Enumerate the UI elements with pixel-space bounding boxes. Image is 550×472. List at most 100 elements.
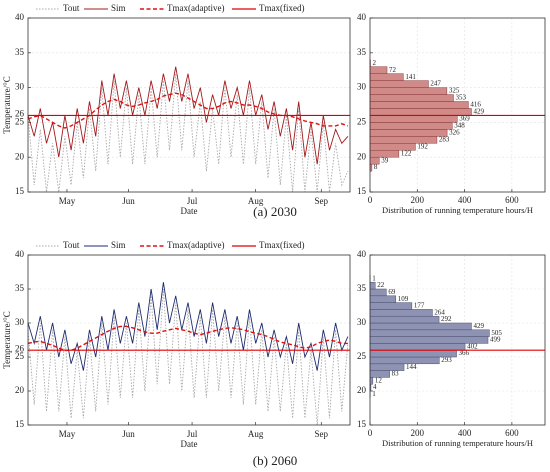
y-tick-label: 40 xyxy=(15,12,25,22)
bar-value-label: 144 xyxy=(406,363,417,371)
caption: (a) 2030 xyxy=(253,204,297,219)
x-tick-label: 600 xyxy=(505,195,519,205)
x-axis-label: Date xyxy=(181,439,198,449)
x-tick-label: Jul xyxy=(187,429,198,439)
plot-frame xyxy=(369,17,546,193)
bar-value-label: 293 xyxy=(441,356,452,364)
legend-label: Tmax(adaptive) xyxy=(167,240,224,250)
bar-value-label: 416 xyxy=(470,101,481,109)
reference-label: 26 xyxy=(15,343,25,353)
x-tick-label: Aug xyxy=(248,429,264,439)
bar-value-label: 122 xyxy=(401,149,412,157)
y-tick-label: 30 xyxy=(357,82,367,92)
bar-value-label: 2 xyxy=(372,59,376,67)
legend-label: Sim xyxy=(111,240,126,250)
legend-label: Tmax(fixed) xyxy=(259,3,304,13)
bar-value-label: 429 xyxy=(473,322,484,330)
plot-frame xyxy=(369,254,546,426)
y-tick-label: 40 xyxy=(357,249,367,259)
x-axis-label: Distribution of running temperature hour… xyxy=(382,205,533,215)
histogram-bar xyxy=(369,73,404,81)
x-tick-label: 200 xyxy=(411,195,425,205)
y-tick-label: 25 xyxy=(15,116,25,126)
x-tick-label: Jun xyxy=(122,196,135,206)
legend-label: Tout xyxy=(63,240,80,250)
y-tick-label: 25 xyxy=(357,351,367,361)
histogram-bar xyxy=(369,87,448,95)
y-tick-label: 25 xyxy=(15,351,25,361)
y-tick-label: 30 xyxy=(15,317,25,327)
bar-value-label: 429 xyxy=(473,108,484,116)
histogram-bar xyxy=(369,336,489,344)
bar-value-label: 4 xyxy=(373,383,377,391)
x-axis-label: Date xyxy=(181,206,198,216)
y-tick-label: 35 xyxy=(15,47,25,57)
bar-value-label: 366 xyxy=(459,349,470,357)
x-tick-label: Sep xyxy=(315,196,329,206)
bar-value-label: 369 xyxy=(459,115,470,123)
series-line xyxy=(27,66,349,165)
y-tick-label: 20 xyxy=(15,385,25,395)
histogram-bar xyxy=(369,143,416,151)
bar-value-label: 402 xyxy=(467,342,478,350)
bar-value-label: 499 xyxy=(490,336,501,344)
legend-label: Sim xyxy=(111,3,126,13)
histogram-bar xyxy=(369,156,380,165)
x-tick-label: May xyxy=(59,196,76,206)
histogram-bar xyxy=(369,329,490,337)
bar-value-label: 292 xyxy=(441,315,452,323)
histogram-bar xyxy=(369,115,458,123)
bar-value-label: 325 xyxy=(449,87,460,95)
bar-value-label: 283 xyxy=(439,135,450,143)
legend-label: Tmax(adaptive) xyxy=(167,3,224,13)
histogram-bar xyxy=(369,343,466,351)
y-axis-label: Temperature/°C xyxy=(2,311,12,368)
bar-value-label: 8 xyxy=(374,163,378,171)
bar-value-label: 39 xyxy=(381,156,389,164)
histogram-bar xyxy=(369,281,376,290)
histogram-bar xyxy=(369,370,390,378)
histogram-bar xyxy=(369,101,469,109)
plot-frame xyxy=(27,254,351,426)
bar-value-label: 1 xyxy=(372,390,376,398)
reference-label: 26 xyxy=(15,109,25,119)
histogram-bar xyxy=(369,122,453,130)
bar-value-label: 141 xyxy=(405,73,416,81)
bar-value-label: 12 xyxy=(375,376,383,384)
y-tick-label: 20 xyxy=(357,151,367,161)
y-tick-label: 25 xyxy=(357,116,367,126)
x-tick-label: 600 xyxy=(505,428,519,438)
histogram-bar xyxy=(369,309,433,317)
bar-value-label: 353 xyxy=(455,94,466,102)
histogram-bar xyxy=(369,315,440,324)
legend-label: Tout xyxy=(63,3,80,13)
y-tick-label: 20 xyxy=(357,385,367,395)
bar-value-label: 72 xyxy=(389,66,397,74)
bar-value-label: 83 xyxy=(392,370,400,378)
y-tick-label: 15 xyxy=(357,419,367,429)
x-tick-label: 0 xyxy=(368,195,373,205)
x-tick-label: 0 xyxy=(368,428,373,438)
histogram-bar xyxy=(369,349,457,358)
y-tick-label: 30 xyxy=(15,82,25,92)
plot-frame xyxy=(27,17,351,193)
histogram-bar xyxy=(369,66,388,74)
x-axis-label: Distribution of running temperature hour… xyxy=(382,438,533,448)
histogram-bar xyxy=(369,322,472,331)
histogram-bar xyxy=(369,108,472,116)
x-tick-label: 400 xyxy=(458,428,472,438)
bar-value-label: 264 xyxy=(434,308,445,316)
bar-value-label: 177 xyxy=(414,302,425,310)
caption: (b) 2060 xyxy=(253,453,297,468)
y-tick-label: 40 xyxy=(15,249,25,259)
bar-value-label: 1 xyxy=(372,274,376,282)
y-tick-label: 35 xyxy=(357,47,367,57)
bar-value-label: 348 xyxy=(454,121,465,129)
y-tick-label: 40 xyxy=(357,12,367,22)
histogram-bar xyxy=(369,149,400,158)
y-tick-label: 35 xyxy=(15,283,25,293)
bar-value-label: 505 xyxy=(491,329,502,337)
series-line xyxy=(27,92,349,129)
y-tick-label: 20 xyxy=(15,151,25,161)
histogram-bar xyxy=(369,295,397,303)
